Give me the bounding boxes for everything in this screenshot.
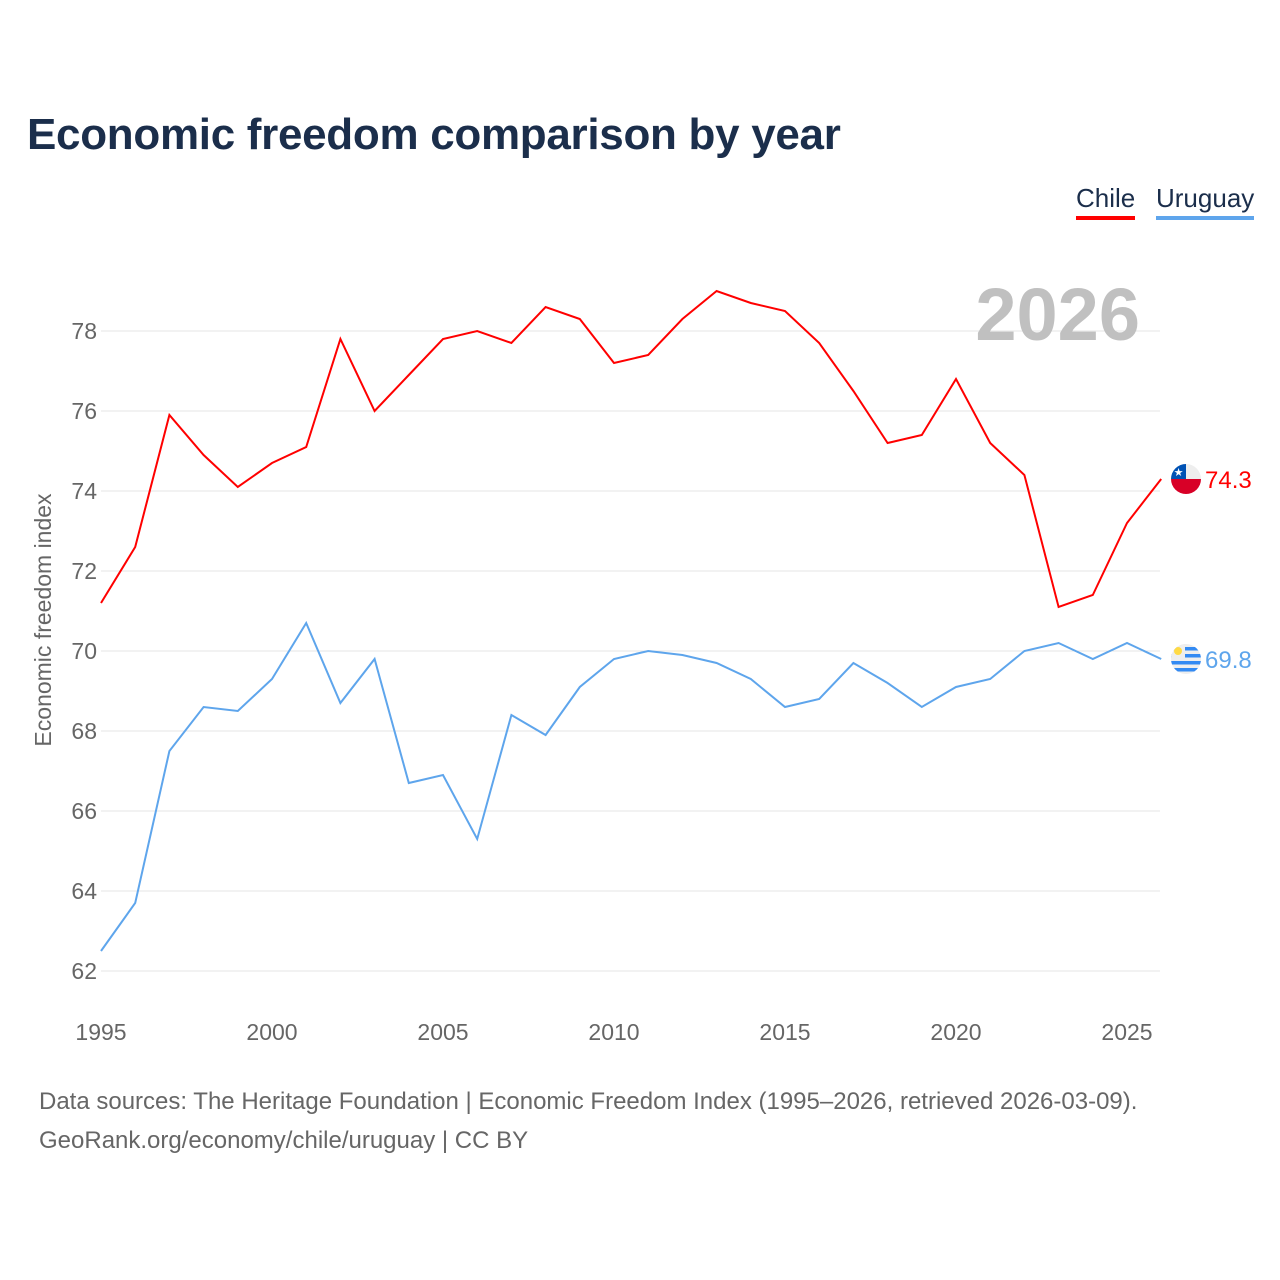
- chile-flag-icon: ★: [1171, 464, 1201, 494]
- y-axis-label: Economic freedom index: [30, 493, 56, 747]
- y-tick-label: 62: [71, 958, 97, 984]
- y-tick-label: 66: [71, 798, 97, 824]
- x-tick-label: 2015: [759, 1019, 810, 1045]
- x-tick-label: 2010: [588, 1019, 639, 1045]
- chart-title: Economic freedom comparison by year: [27, 110, 841, 159]
- series-line-uruguay: [100, 620, 1162, 952]
- y-tick-label: 74: [71, 478, 97, 504]
- legend-uruguay[interactable]: Uruguay: [1156, 183, 1255, 220]
- x-tick-label: 2020: [930, 1019, 981, 1045]
- y-tick-label: 72: [71, 558, 97, 584]
- x-tick-label: 2025: [1101, 1019, 1152, 1045]
- end-value-label: 74.3: [1205, 467, 1252, 494]
- x-tick-label: 2005: [417, 1019, 468, 1045]
- y-tick-label: 68: [71, 718, 97, 744]
- source-text: Data sources: The Heritage Foundation | …: [39, 1088, 1138, 1115]
- x-tick-label: 1995: [75, 1019, 126, 1045]
- year-watermark: 2026: [975, 273, 1140, 356]
- end-value-label: 69.8: [1205, 647, 1252, 674]
- x-tick-label: 2000: [246, 1019, 297, 1045]
- y-tick-label: 70: [71, 638, 97, 664]
- legend-chile[interactable]: Chile: [1076, 183, 1136, 220]
- uruguay-flag-icon: [1171, 644, 1201, 674]
- y-tick-label: 64: [71, 878, 97, 904]
- y-tick-label: 76: [71, 398, 97, 424]
- series-line-chile: [100, 289, 1162, 609]
- source-link[interactable]: GeoRank.org/economy/chile/uruguay | CC B…: [39, 1127, 529, 1154]
- y-tick-label: 78: [71, 318, 97, 344]
- svg-text:★: ★: [1174, 467, 1184, 479]
